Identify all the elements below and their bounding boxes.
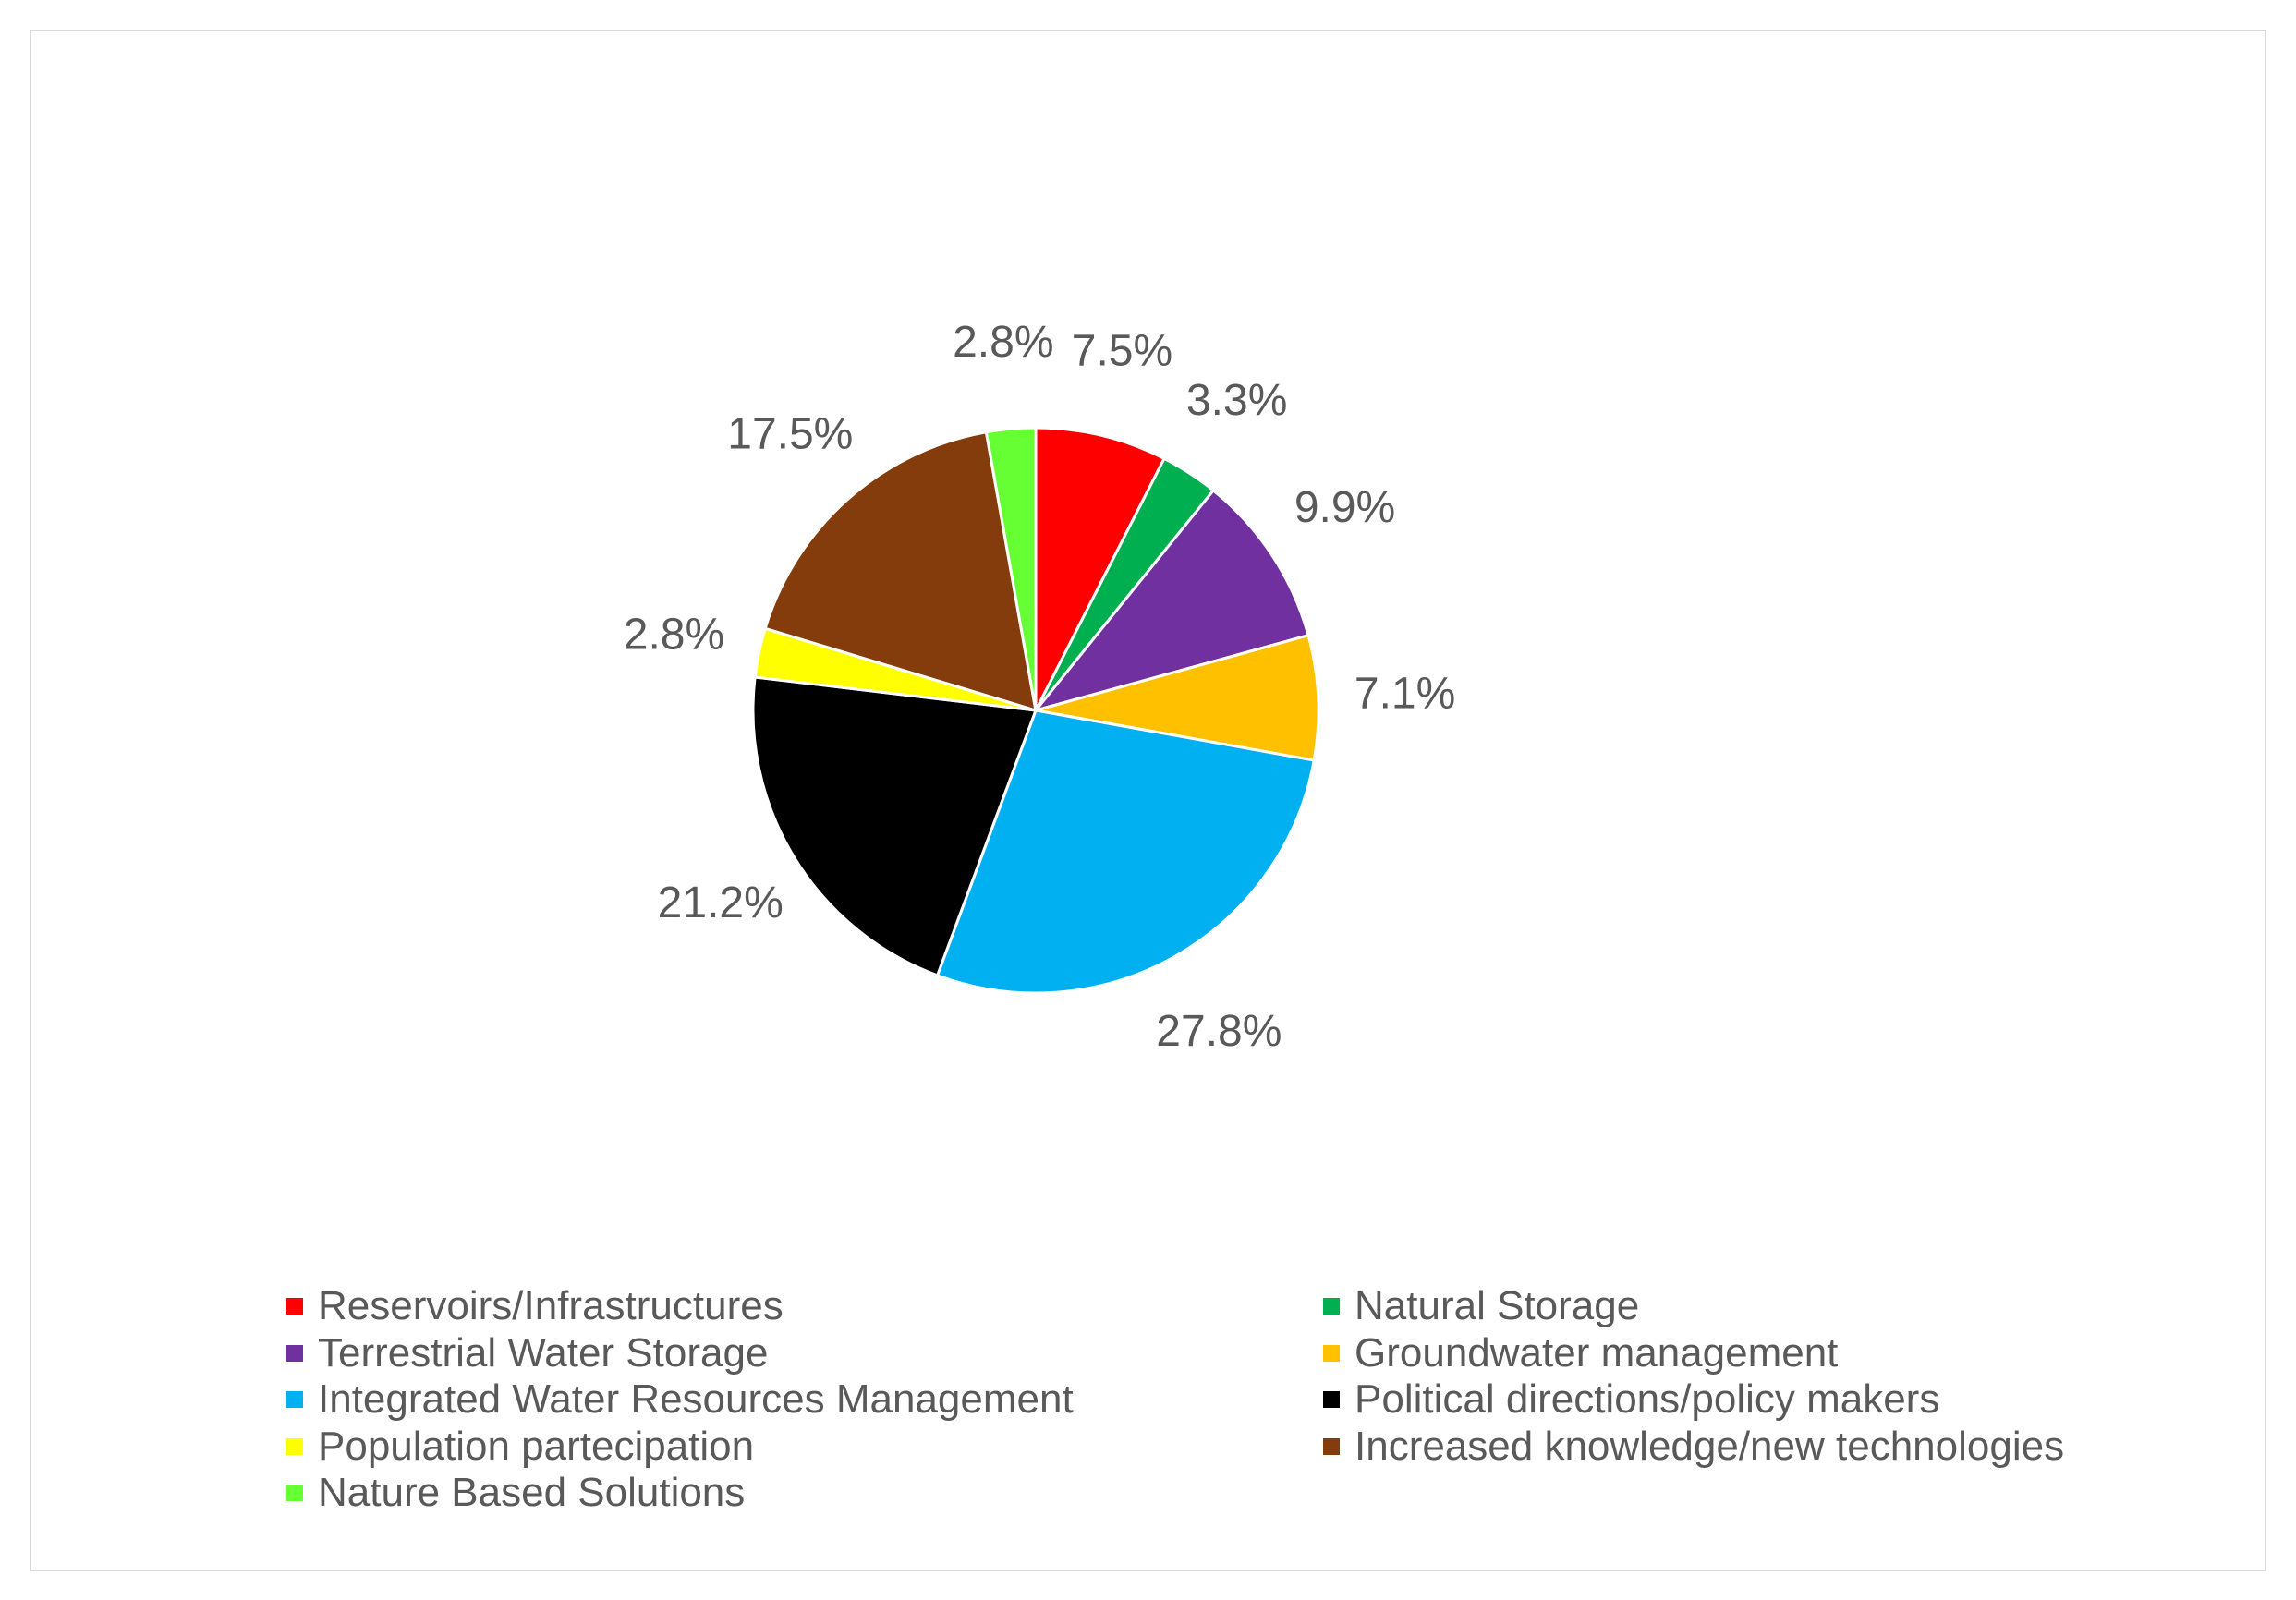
legend-item-political-directions-policy-makers: Political directions/policy makers bbox=[1323, 1376, 2153, 1424]
legend-swatch bbox=[286, 1391, 303, 1409]
legend-swatch bbox=[1323, 1437, 1340, 1455]
data-label-political-directions-policy-makers: 21.2% bbox=[658, 879, 784, 927]
data-label-population-partecipation: 2.8% bbox=[624, 611, 724, 660]
legend-swatch bbox=[1323, 1298, 1340, 1315]
pie-chart: 7.5% 3.3% 9.9% 7.1% 27.8% 21.2% 2.8% 17.5% 2.8% bbox=[624, 318, 1456, 1056]
data-label-reservoirs-infrastructures: 7.5% bbox=[1072, 327, 1172, 376]
legend-label: Integrated Water Resources Management bbox=[318, 1376, 1074, 1423]
data-label-natural-storage: 3.3% bbox=[1186, 376, 1287, 425]
legend-label: Political directions/policy makers bbox=[1355, 1376, 1940, 1423]
data-label-nature-based-solutions: 2.8% bbox=[953, 318, 1053, 367]
legend-swatch bbox=[286, 1437, 303, 1455]
legend-swatch bbox=[1323, 1391, 1340, 1409]
pie-slice-reservoirs-infrastructures bbox=[1034, 426, 1167, 711]
legend-swatch bbox=[1323, 1344, 1340, 1362]
legend-label: Terrestrial Water Storage bbox=[318, 1329, 769, 1376]
legend-label: Reservoirs/Infrastructures bbox=[318, 1283, 784, 1329]
legend-swatch bbox=[286, 1485, 303, 1502]
pie-slices bbox=[751, 426, 1320, 995]
pie-data-labels: 7.5% 3.3% 9.9% 7.1% 27.8% 21.2% 2.8% 17.5% 2.8% bbox=[624, 318, 1456, 1056]
legend-swatch bbox=[286, 1298, 303, 1315]
legend-item-increased-knowledge-new-technologies: Increased knowledge/new technologies bbox=[1323, 1424, 2153, 1471]
data-label-integrated-water-resources-management: 27.8% bbox=[1156, 1007, 1282, 1056]
pie-slice-terrestrial-water-storage bbox=[1031, 488, 1310, 713]
legend-item-nature-based-solutions: Nature Based Solutions bbox=[286, 1470, 1323, 1517]
pie-slice-increased-knowledge-new-technologies bbox=[763, 430, 1038, 713]
legend-label: Nature Based Solutions bbox=[318, 1470, 746, 1516]
pie-slice-integrated-water-resources-management bbox=[935, 709, 1316, 995]
legend-item-terrestrial-water-storage: Terrestrial Water Storage bbox=[286, 1330, 1323, 1377]
pie-slice-nature-based-solutions bbox=[984, 426, 1038, 711]
chart-frame: 7.5% 3.3% 9.9% 7.1% 27.8% 21.2% 2.8% 17.5% 2.8% … bbox=[30, 30, 2266, 1571]
data-label-terrestrial-water-storage: 9.9% bbox=[1294, 483, 1395, 532]
legend-item-reservoirs-infrastructures: Reservoirs/Infrastructures bbox=[286, 1283, 1323, 1330]
legend-label: Population partecipation bbox=[318, 1423, 755, 1469]
pie-slice-groundwater-management bbox=[1035, 633, 1320, 762]
legend: Reservoirs/Infrastructures Natural Storag… bbox=[286, 1283, 2153, 1517]
pie-slice-political-directions-policy-makers bbox=[751, 675, 1039, 977]
legend-label: Natural Storage bbox=[1355, 1283, 1640, 1329]
legend-swatch bbox=[286, 1344, 303, 1362]
legend-item-population-partecipation: Population partecipation bbox=[286, 1424, 1323, 1471]
legend-label: Increased knowledge/new technologies bbox=[1355, 1423, 2065, 1469]
legend-item-groundwater-management: Groundwater management bbox=[1323, 1330, 2153, 1377]
legend-item-integrated-water-resources-management: Integrated Water Resources Management bbox=[286, 1376, 1323, 1424]
legend-label: Groundwater management bbox=[1355, 1329, 1839, 1376]
legend-item-natural-storage: Natural Storage bbox=[1323, 1283, 2153, 1330]
data-label-increased-knowledge-new-technologies: 17.5% bbox=[727, 409, 853, 458]
data-label-groundwater-management: 7.1% bbox=[1355, 669, 1455, 718]
